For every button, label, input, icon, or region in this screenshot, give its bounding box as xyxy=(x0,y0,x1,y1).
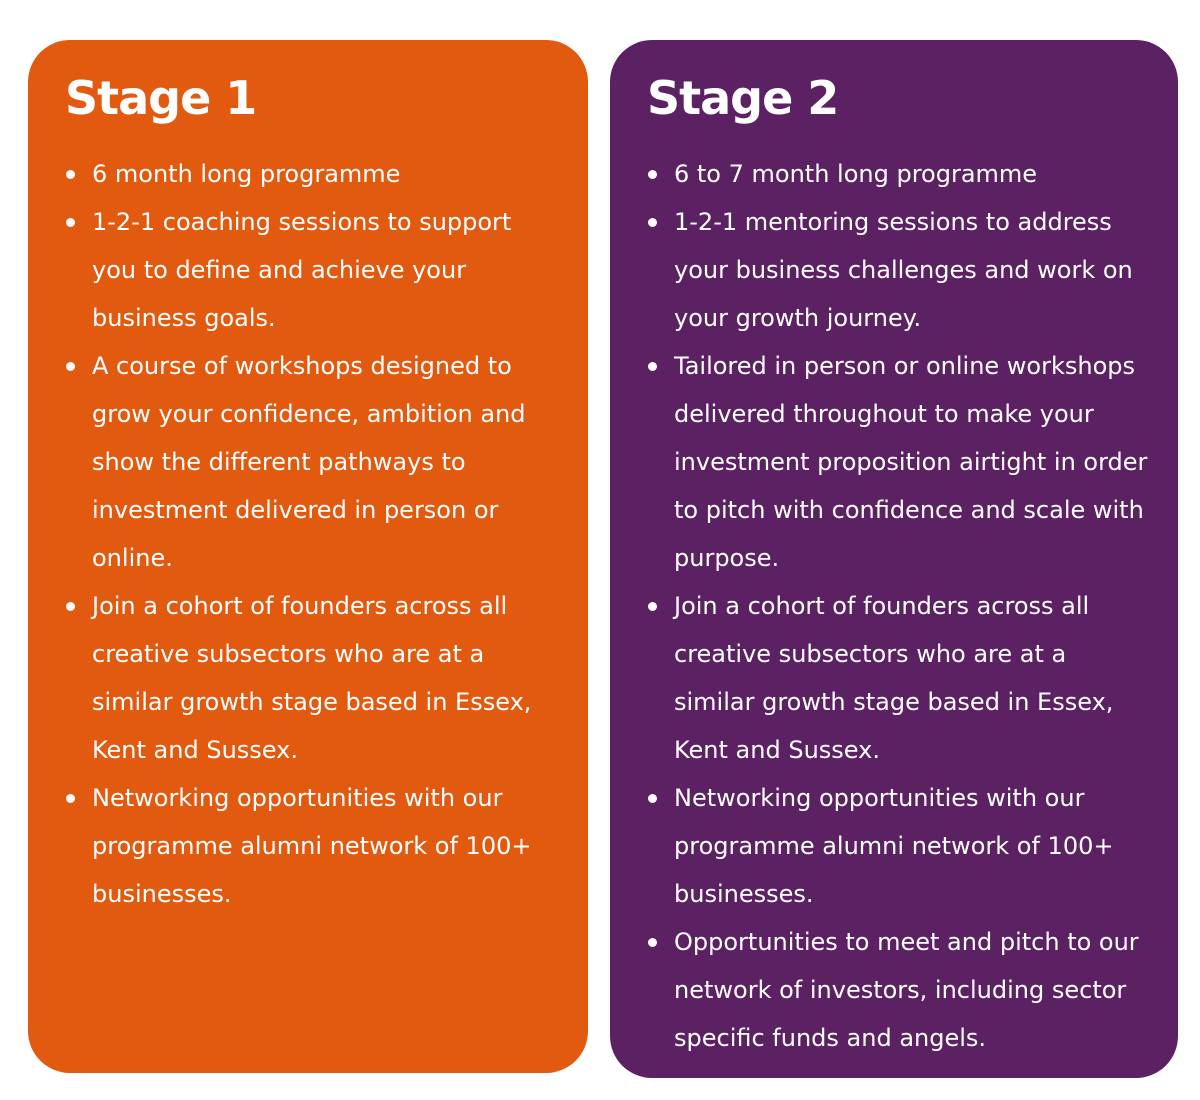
stage2-bullet-list: 6 to 7 month long programme 1-2-1 mentor… xyxy=(647,150,1152,1062)
list-item: Networking opportunities with our progra… xyxy=(66,774,562,918)
stage1-card: Stage 1 6 month long programme 1-2-1 coa… xyxy=(28,40,588,1073)
list-item: Join a cohort of founders across all cre… xyxy=(66,582,562,774)
list-item: Networking opportunities with our progra… xyxy=(648,774,1152,918)
list-item: 6 month long programme xyxy=(66,150,562,198)
list-item: A course of workshops designed to grow y… xyxy=(66,342,562,582)
list-item: Join a cohort of founders across all cre… xyxy=(648,582,1152,774)
list-item: 6 to 7 month long programme xyxy=(648,150,1152,198)
list-item: Tailored in person or online workshops d… xyxy=(648,342,1152,582)
list-item: 1-2-1 coaching sessions to support you t… xyxy=(66,198,562,342)
stage1-title: Stage 1 xyxy=(65,71,257,125)
stage2-card: Stage 2 6 to 7 month long programme 1-2-… xyxy=(610,40,1178,1078)
list-item: Opportunities to meet and pitch to our n… xyxy=(648,918,1152,1062)
stage2-title: Stage 2 xyxy=(647,71,839,125)
stage1-bullet-list: 6 month long programme 1-2-1 coaching se… xyxy=(65,150,562,918)
list-item: 1-2-1 mentoring sessions to address your… xyxy=(648,198,1152,342)
